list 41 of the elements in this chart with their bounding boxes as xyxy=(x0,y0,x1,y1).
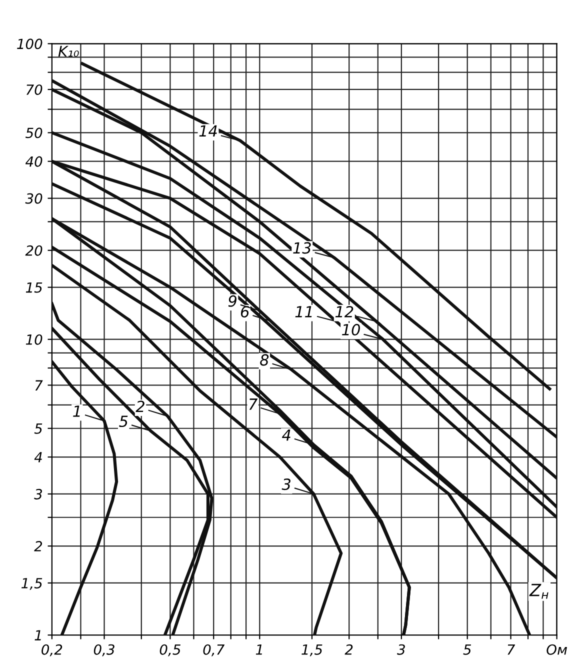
x-tick-label: 5 xyxy=(463,644,471,655)
y-tick-label: 5 xyxy=(34,424,42,434)
x-tick-label: 2 xyxy=(344,644,353,655)
x-tick-label: 7 xyxy=(508,644,516,655)
annotation: 4 xyxy=(282,430,290,441)
x-tick-label: 1 xyxy=(256,644,262,655)
y-tick-label: 40 xyxy=(25,156,42,167)
y-tick-label: 70 xyxy=(26,84,42,95)
annotation: 8 xyxy=(260,354,269,366)
annotation: 5 xyxy=(119,416,128,428)
annotation: 7 xyxy=(249,398,258,410)
y-tick-label: 15 xyxy=(26,282,42,293)
y-tick-label: 2 xyxy=(34,541,42,552)
annotation: 13 xyxy=(293,242,311,254)
annotation: 11 xyxy=(295,306,312,318)
y-tick-label: 7 xyxy=(35,380,43,390)
y-tick-label: 3 xyxy=(34,488,42,500)
x-tick-label: 0,7 xyxy=(203,644,225,656)
y-tick-label: 1 xyxy=(34,630,41,640)
y-tick-label: 10 xyxy=(26,334,42,345)
annotation: 14 xyxy=(199,125,217,137)
annotation: 9 xyxy=(228,295,236,307)
x-tick-label: 0,5 xyxy=(160,644,180,656)
x-tick-label: 0,2 xyxy=(42,644,62,656)
y-tick-label: 1,5 xyxy=(21,578,42,590)
x-tick-label: 3 xyxy=(397,644,405,655)
annotation: 10 xyxy=(342,324,360,336)
y-tick-label: 30 xyxy=(25,193,42,204)
annotation: 1 xyxy=(73,406,80,417)
y-tick-label: 20 xyxy=(25,245,42,256)
annotation: 2 xyxy=(136,400,144,412)
y-axis-title: K₁₀ xyxy=(58,46,79,57)
y-tick-label: 4 xyxy=(34,452,42,462)
x-tick-label: Ом xyxy=(546,644,567,655)
x-tick-label: 1,5 xyxy=(302,644,322,656)
annotation: 12 xyxy=(335,306,354,318)
y-tick-label: 50 xyxy=(26,128,42,138)
annotation: 3 xyxy=(282,478,290,490)
y-tick-label: 100 xyxy=(17,38,42,50)
x-axis-title: Z$_{н}$ xyxy=(529,584,548,599)
x-tick-label: 0,3 xyxy=(94,644,114,656)
